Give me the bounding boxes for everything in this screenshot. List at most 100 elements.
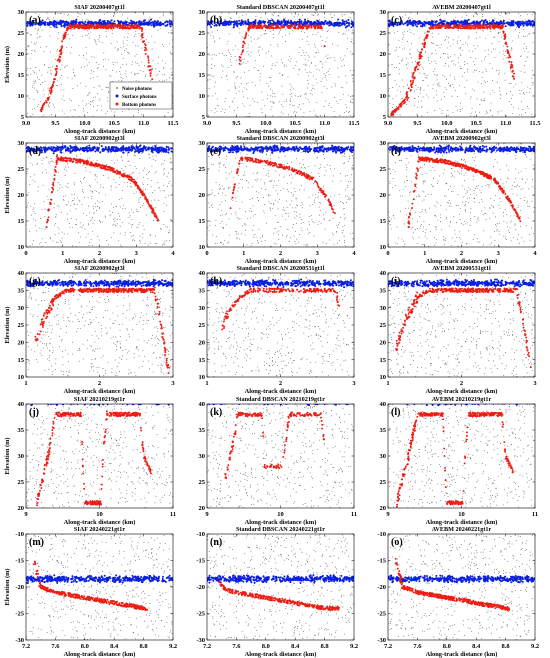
noise-photon — [402, 98, 404, 100]
noise-photon — [423, 73, 425, 75]
bottom-photon — [402, 100, 405, 103]
noise-photon — [94, 174, 96, 175]
noise-photon — [270, 95, 272, 97]
noise-photon — [281, 104, 282, 106]
noise-photon — [403, 31, 405, 33]
noise-photon — [155, 213, 157, 215]
surface-photon — [104, 148, 107, 151]
surface-photon — [401, 22, 404, 25]
noise-photon — [91, 217, 93, 219]
noise-photon — [265, 52, 267, 54]
noise-photon — [87, 111, 88, 113]
noise-photon — [500, 110, 502, 112]
noise-photon — [137, 226, 139, 228]
noise-photon — [294, 95, 296, 97]
bottom-photon — [45, 101, 48, 104]
noise-photon — [242, 14, 244, 16]
bottom-photon — [493, 26, 496, 29]
surface-photon — [511, 22, 514, 25]
noise-photon — [445, 89, 447, 91]
bottom-photon — [127, 27, 130, 30]
bottom-photon — [505, 43, 508, 46]
noise-photon — [98, 40, 100, 42]
surface-photon — [41, 19, 44, 22]
noise-photon — [484, 98, 485, 100]
noise-photon — [56, 49, 58, 51]
noise-photon — [452, 83, 454, 85]
surface-photon — [479, 20, 482, 23]
noise-photon — [136, 191, 138, 193]
noise-photon — [161, 145, 163, 147]
noise-photon — [417, 87, 419, 89]
bottom-photon — [479, 27, 481, 29]
noise-photon — [96, 76, 98, 78]
noise-photon — [218, 53, 220, 55]
noise-photon — [287, 76, 289, 78]
noise-photon — [531, 113, 533, 115]
noise-photon — [345, 75, 347, 77]
noise-photon — [532, 27, 534, 29]
bottom-photon — [89, 25, 91, 28]
noise-photon — [326, 37, 328, 39]
bottom-photon — [252, 27, 255, 29]
noise-photon — [32, 164, 34, 166]
surface-photon — [101, 20, 104, 23]
surface-photon — [301, 23, 304, 26]
noise-photon — [156, 145, 158, 147]
surface-photon — [267, 21, 270, 24]
noise-photon — [55, 58, 56, 60]
surface-photon — [81, 149, 84, 152]
noise-photon — [331, 86, 333, 88]
noise-photon — [326, 87, 328, 89]
surface-photon — [122, 151, 125, 154]
surface-photon — [165, 150, 168, 153]
surface-photon — [139, 144, 142, 147]
surface-photon — [130, 19, 133, 22]
surface-photon — [242, 20, 244, 23]
noise-photon — [163, 115, 165, 117]
noise-photon — [68, 13, 69, 15]
noise-photon — [343, 14, 345, 16]
noise-photon — [94, 219, 96, 221]
noise-photon — [148, 157, 150, 159]
noise-photon — [246, 51, 248, 53]
x-axis-label: Along-track distance (km) — [245, 128, 317, 135]
noise-photon — [56, 19, 58, 21]
noise-photon — [435, 94, 437, 96]
noise-photon — [431, 32, 433, 34]
surface-photon — [237, 22, 240, 25]
surface-photon — [411, 24, 414, 27]
noise-photon — [164, 74, 166, 76]
noise-photon — [278, 101, 280, 103]
noise-photon — [72, 72, 74, 73]
noise-photon — [73, 182, 75, 184]
noise-photon — [249, 55, 251, 57]
noise-photon — [91, 56, 93, 58]
noise-photon — [324, 75, 326, 76]
surface-photon — [533, 21, 535, 24]
noise-photon — [255, 15, 257, 17]
noise-photon — [143, 167, 145, 169]
noise-photon — [264, 33, 266, 34]
noise-photon — [438, 33, 440, 35]
noise-photon — [132, 235, 134, 236]
noise-photon — [118, 184, 120, 185]
surface-photon — [525, 23, 528, 26]
surface-photon — [424, 22, 427, 25]
noise-photon — [287, 18, 289, 20]
bottom-photon — [506, 45, 509, 48]
noise-photon — [31, 214, 32, 216]
noise-photon — [305, 65, 307, 67]
surface-photon — [53, 25, 56, 28]
noise-photon — [427, 57, 429, 59]
noise-photon — [259, 46, 261, 48]
surface-photon — [406, 23, 409, 26]
noise-photon — [37, 162, 39, 164]
noise-photon — [66, 213, 68, 215]
noise-photon — [455, 90, 456, 92]
noise-photon — [155, 68, 156, 70]
surface-photon — [454, 20, 457, 23]
noise-photon — [42, 238, 44, 240]
surface-photon — [461, 23, 464, 26]
noise-photon — [48, 189, 50, 191]
